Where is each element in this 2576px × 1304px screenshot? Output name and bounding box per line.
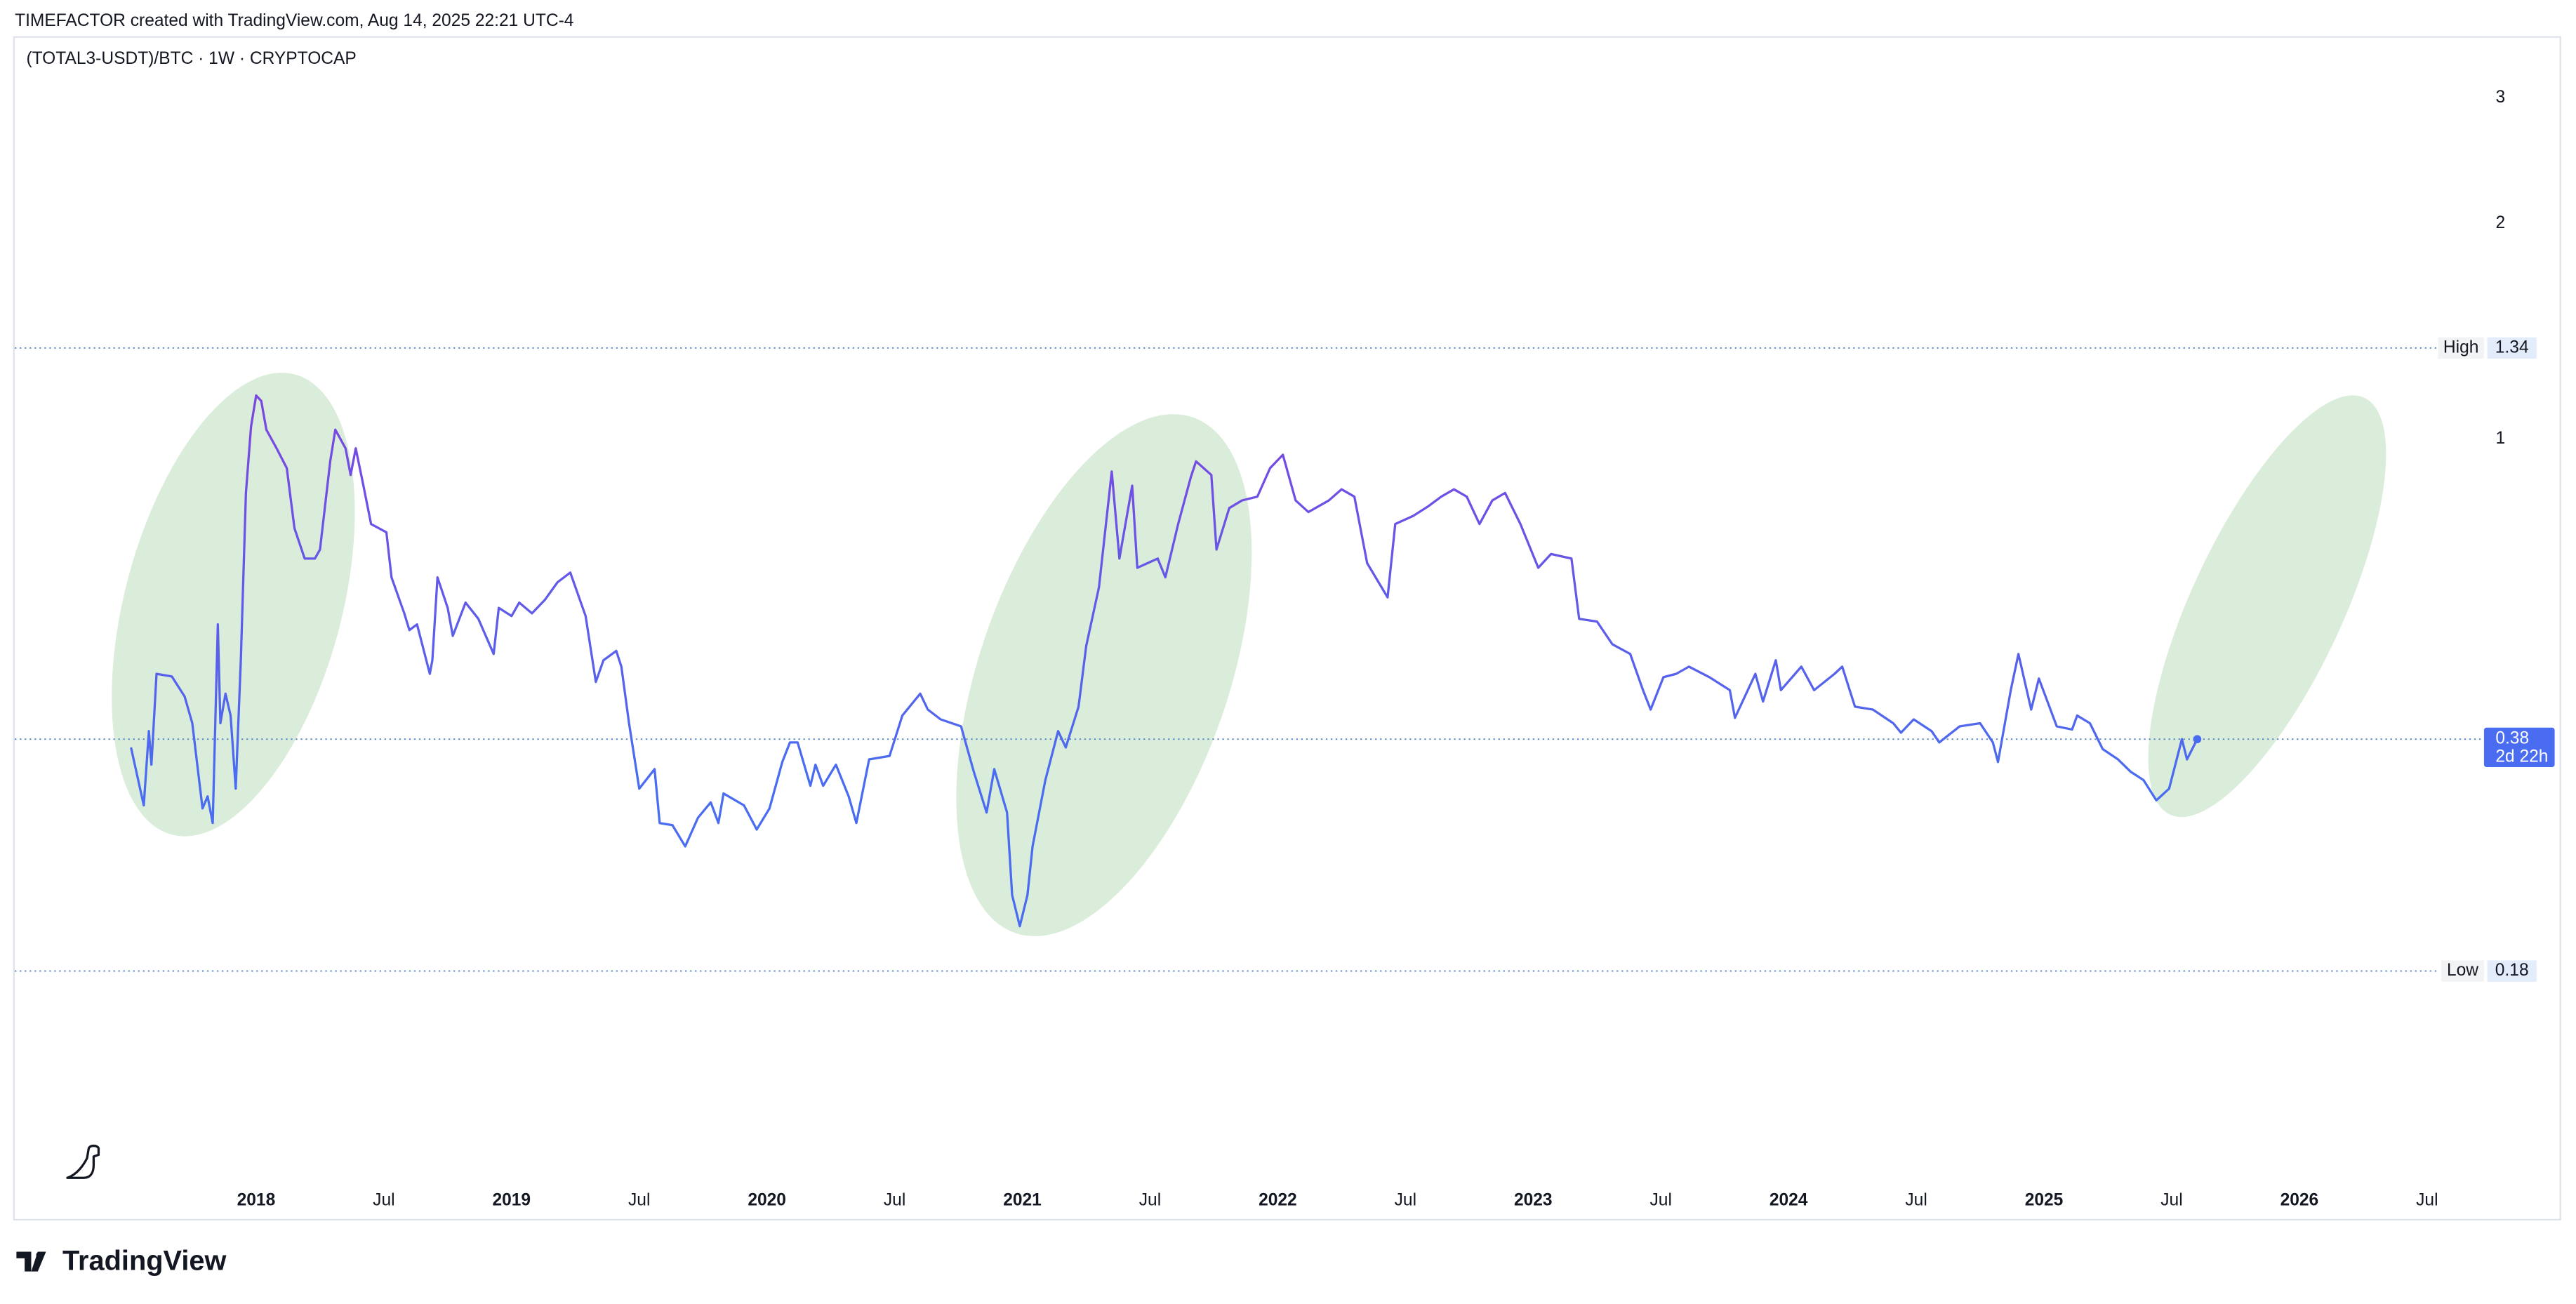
- low-tag: Low: [2447, 961, 2478, 980]
- price-line: [130, 394, 2198, 928]
- x-tick-label: Jul: [628, 1190, 650, 1209]
- x-tick-label: Jul: [1139, 1190, 1161, 1209]
- high-tag: High: [2443, 338, 2479, 357]
- brand-name: TradingView: [62, 1245, 227, 1276]
- dino-icon: [66, 1144, 100, 1179]
- x-tick-label: Jul: [373, 1190, 394, 1209]
- chart-frame: [13, 36, 2561, 1221]
- x-tick-label: 2022: [1259, 1190, 1297, 1209]
- dino-body: [66, 1144, 100, 1179]
- last-value-badge: [2483, 727, 2555, 767]
- countdown-label: 2d 22h: [2495, 747, 2548, 766]
- high-value-bg: [2487, 337, 2537, 359]
- highlight-ellipse: [956, 414, 1252, 936]
- chart-title: (TOTAL3-USDT)/BTC · 1W · CRYPTOCAP: [26, 49, 356, 68]
- low-value-bg: [2487, 960, 2537, 982]
- highlight-ellipse: [2148, 395, 2386, 818]
- y-tick-label: 3: [2495, 88, 2505, 107]
- high-value: 1.34: [2495, 338, 2529, 357]
- x-tick-label: 2019: [492, 1190, 531, 1209]
- last-point: [2193, 735, 2202, 744]
- x-tick-label: Jul: [1650, 1190, 1672, 1209]
- x-tick-label: 2023: [1514, 1190, 1553, 1209]
- x-tick-label: Jul: [884, 1190, 905, 1209]
- x-tick-label: 2020: [748, 1190, 786, 1209]
- low-value: 0.18: [2495, 961, 2529, 980]
- low-tag-bg: [2441, 960, 2484, 982]
- plot: 1 2 3 2018 Jul 2019 Jul 2020 Jul 2021 Jul 2022 Jul 20…: [15, 88, 2555, 1209]
- x-tick-label: Jul: [2160, 1190, 2182, 1209]
- annotations: [112, 373, 2386, 936]
- high-tag-bg: [2438, 337, 2484, 359]
- x-tick-label: 2024: [1770, 1190, 1808, 1209]
- x-tick-label: 2026: [2280, 1190, 2319, 1209]
- y-tick-label: 2: [2495, 213, 2505, 232]
- x-tick-label: 2025: [2025, 1190, 2064, 1209]
- x-tick-label: Jul: [2416, 1190, 2438, 1209]
- x-tick-label: 2021: [1003, 1190, 1042, 1209]
- y-tick-label: 1: [2495, 429, 2505, 448]
- x-tick-label: Jul: [1395, 1190, 1416, 1209]
- x-tick-label: Jul: [1905, 1190, 1927, 1209]
- highlight-ellipse: [112, 373, 355, 837]
- brand-icon-dot: [36, 1251, 43, 1258]
- x-tick-label: 2018: [237, 1190, 276, 1209]
- last-value-label: 0.38: [2495, 729, 2529, 748]
- brand-logo: TradingView: [16, 1245, 227, 1276]
- header-credit: TIMEFACTOR created with TradingView.com,…: [15, 11, 573, 30]
